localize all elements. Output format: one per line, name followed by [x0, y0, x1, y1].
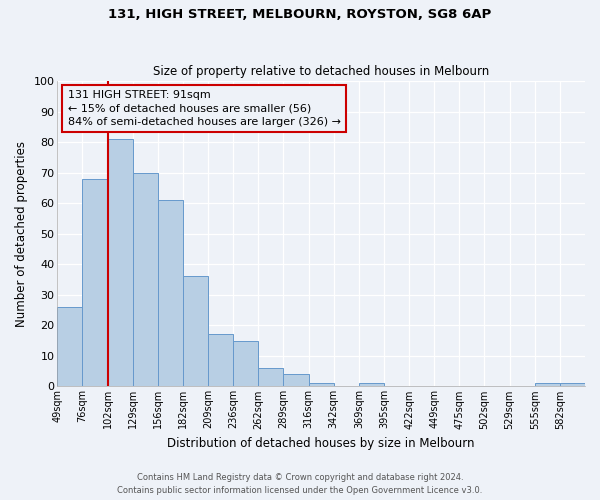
Text: 131, HIGH STREET, MELBOURN, ROYSTON, SG8 6AP: 131, HIGH STREET, MELBOURN, ROYSTON, SG8… [109, 8, 491, 20]
Bar [233, 340, 259, 386]
Bar [158, 200, 183, 386]
Bar [82, 179, 107, 386]
Bar [283, 374, 308, 386]
Y-axis label: Number of detached properties: Number of detached properties [15, 140, 28, 326]
Bar [560, 384, 585, 386]
Text: Contains HM Land Registry data © Crown copyright and database right 2024.
Contai: Contains HM Land Registry data © Crown c… [118, 474, 482, 495]
Bar [133, 172, 158, 386]
Bar [308, 384, 334, 386]
Bar [535, 384, 560, 386]
Text: 131 HIGH STREET: 91sqm
← 15% of detached houses are smaller (56)
84% of semi-det: 131 HIGH STREET: 91sqm ← 15% of detached… [68, 90, 341, 126]
X-axis label: Distribution of detached houses by size in Melbourn: Distribution of detached houses by size … [167, 437, 475, 450]
Bar [259, 368, 283, 386]
Bar [107, 139, 133, 386]
Bar [58, 307, 82, 386]
Bar [359, 384, 384, 386]
Title: Size of property relative to detached houses in Melbourn: Size of property relative to detached ho… [153, 66, 489, 78]
Bar [183, 276, 208, 386]
Bar [208, 334, 233, 386]
